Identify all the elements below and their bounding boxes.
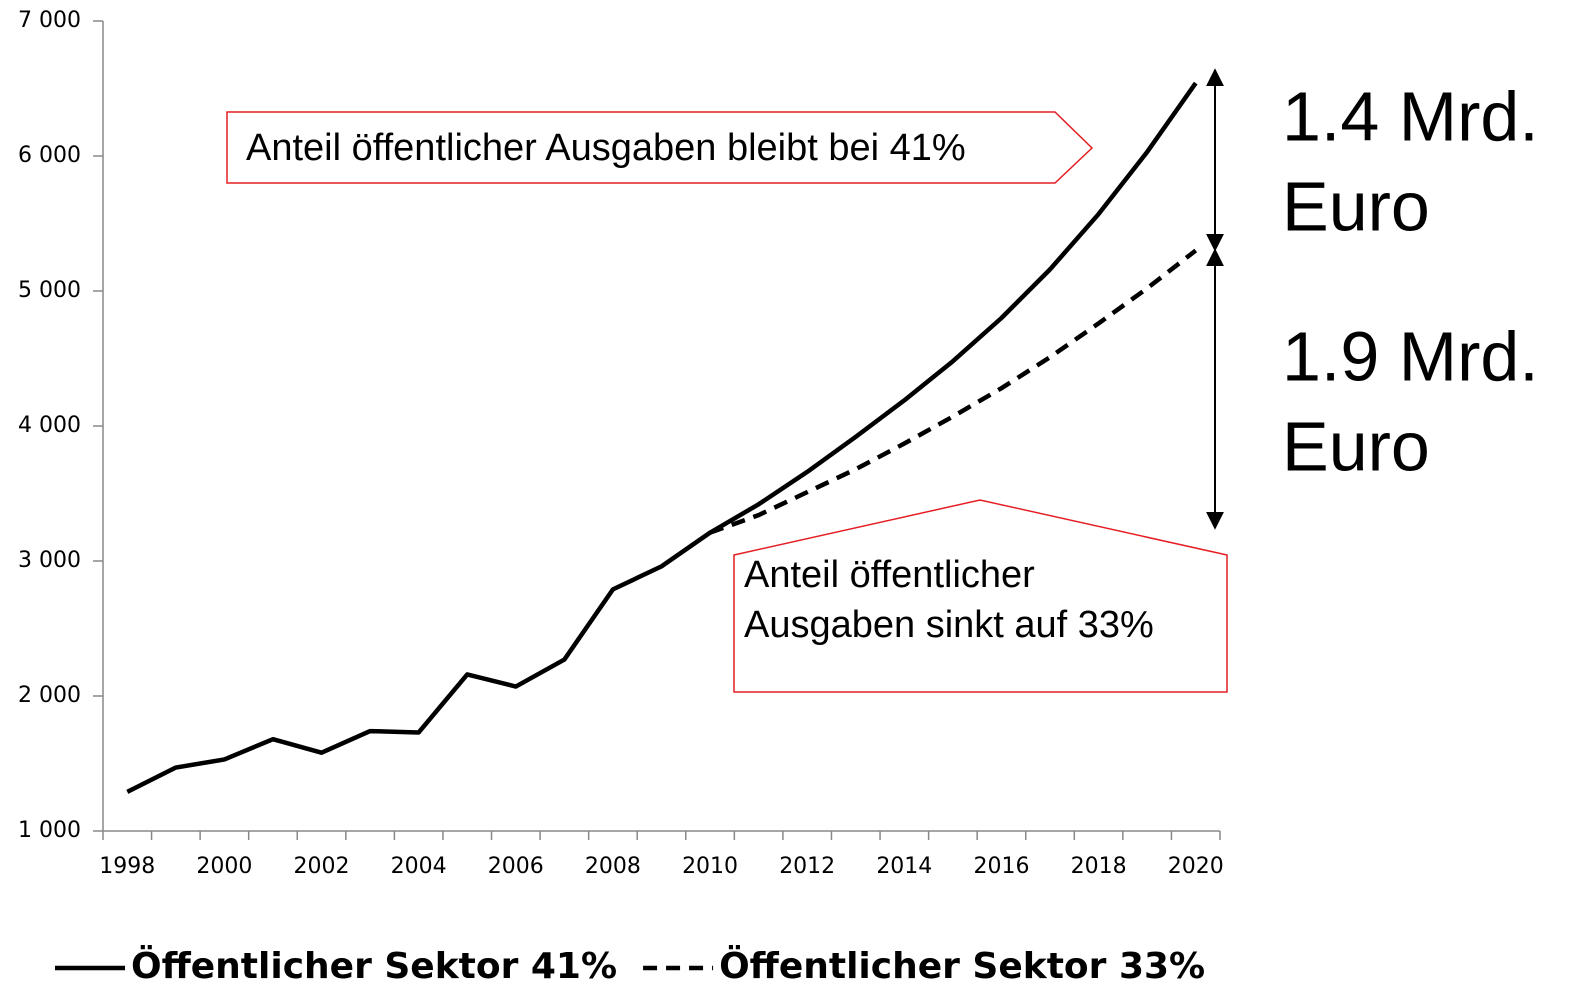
x-tick-label: 2018 [1071, 854, 1127, 879]
x-tick-label: 2010 [682, 854, 738, 879]
x-tick-label: 2004 [391, 854, 447, 879]
x-tick-label: 2008 [585, 854, 641, 879]
x-tick-label: 1998 [99, 854, 155, 879]
x-tick-label: 2002 [294, 854, 350, 879]
y-tick-label: 5 000 [18, 278, 81, 303]
callout-box [733, 499, 1228, 693]
annotation: 1.4 Mrd. [1282, 77, 1539, 155]
annotation: Ausgaben sinkt auf 33% [744, 604, 1154, 646]
x-tick-label: 2020 [1168, 854, 1224, 879]
x-tick-label: 2012 [779, 854, 835, 879]
y-tick-label: 4 000 [18, 413, 81, 438]
callout-box [226, 111, 1094, 184]
x-tick-label: 2006 [488, 854, 544, 879]
annotation: Euro [1282, 167, 1430, 245]
annotation: Anteil öffentlicher Ausgaben bleibt bei … [246, 127, 966, 169]
y-tick-label: 2 000 [18, 683, 81, 708]
y-tick-label: 3 000 [18, 548, 81, 573]
x-tick-label: 2014 [876, 854, 932, 879]
annotation: 1.9 Mrd. [1282, 317, 1539, 395]
x-tick-label: 2000 [196, 854, 252, 879]
legend-label: Öffentlicher Sektor 33% [719, 945, 1205, 987]
annotation: Euro [1282, 407, 1430, 485]
annotation: Anteil öffentlicher [744, 554, 1035, 596]
series-line [709, 248, 1198, 535]
y-tick-label: 1 000 [18, 818, 81, 843]
legend-label: Öffentlicher Sektor 41% [131, 945, 617, 987]
series-line [126, 81, 1198, 794]
y-tick-label: 6 000 [18, 143, 81, 168]
y-tick-label: 7 000 [18, 8, 81, 33]
x-tick-label: 2016 [973, 854, 1029, 879]
